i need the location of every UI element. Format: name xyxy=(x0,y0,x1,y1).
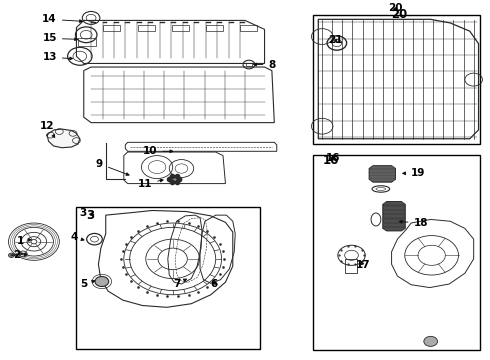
Text: 8: 8 xyxy=(254,59,276,69)
Circle shape xyxy=(95,276,109,287)
Text: 15: 15 xyxy=(42,33,77,43)
Text: 10: 10 xyxy=(143,146,173,156)
Text: 3: 3 xyxy=(79,208,94,218)
Text: 20: 20 xyxy=(388,3,402,13)
Circle shape xyxy=(424,336,438,346)
Polygon shape xyxy=(369,166,395,182)
Text: 21: 21 xyxy=(328,35,343,45)
Text: 16: 16 xyxy=(326,153,340,163)
Text: 12: 12 xyxy=(40,121,55,138)
Text: 3: 3 xyxy=(86,209,95,222)
Text: 5: 5 xyxy=(80,279,95,289)
Circle shape xyxy=(8,253,14,257)
Text: 17: 17 xyxy=(355,260,370,270)
Text: 19: 19 xyxy=(403,168,425,178)
Text: 16: 16 xyxy=(323,154,340,167)
Text: 14: 14 xyxy=(42,14,82,24)
Bar xyxy=(314,15,480,144)
Text: 7: 7 xyxy=(173,279,187,289)
Bar xyxy=(314,155,480,350)
Text: 20: 20 xyxy=(392,8,408,21)
Text: 13: 13 xyxy=(42,52,73,62)
Text: 11: 11 xyxy=(138,179,163,189)
Text: 18: 18 xyxy=(399,218,428,228)
Bar xyxy=(76,207,260,348)
Text: 4: 4 xyxy=(71,232,84,242)
Text: 9: 9 xyxy=(96,159,129,175)
Polygon shape xyxy=(383,202,405,231)
Text: 1: 1 xyxy=(17,236,31,246)
Text: 6: 6 xyxy=(211,279,218,289)
Polygon shape xyxy=(47,129,80,148)
Text: 2: 2 xyxy=(13,250,27,260)
Circle shape xyxy=(169,175,179,183)
